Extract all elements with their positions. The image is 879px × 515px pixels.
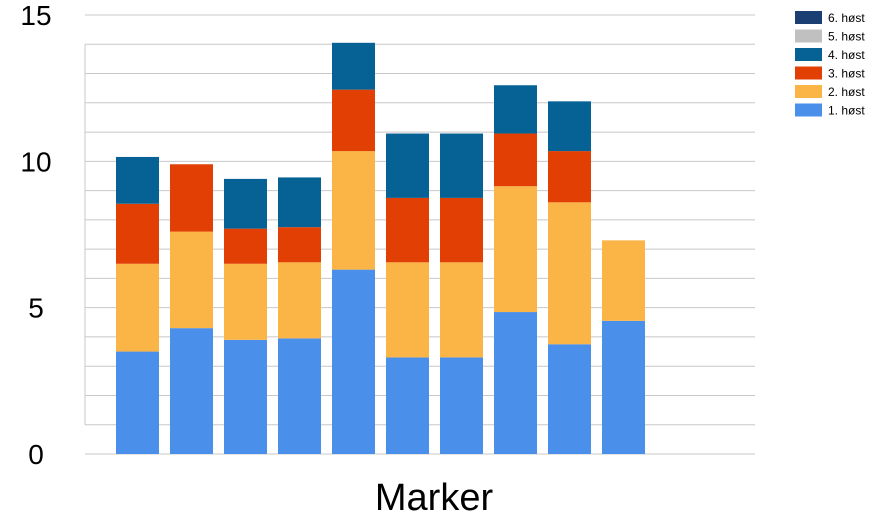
bar-segment (548, 202, 591, 345)
y-tick-label: 10 (20, 146, 51, 177)
bar-segment (116, 351, 159, 454)
y-tick-label: 5 (28, 293, 44, 324)
bar-segment (548, 101, 591, 152)
y-axis-ticks: 0 5 10 15 (20, 0, 51, 470)
bar-segment (494, 85, 537, 134)
legend-label: 3. høst (828, 67, 865, 81)
legend-label: 4. høst (828, 48, 865, 62)
bar-segment (170, 164, 213, 232)
bar-segment (494, 133, 537, 187)
bar-segment (224, 178, 267, 229)
y-tick-label: 15 (20, 0, 51, 31)
bar-segment (278, 177, 321, 228)
bar-segment (224, 228, 267, 264)
bar-segment (440, 357, 483, 454)
bar-segment (224, 263, 267, 340)
bar-segment (602, 320, 645, 454)
bar-segment (332, 151, 375, 270)
legend-label: 6. høst (828, 11, 865, 25)
bars (116, 42, 645, 454)
legend-swatch (795, 11, 822, 24)
bar-segment (332, 42, 375, 90)
bar-segment (332, 269, 375, 454)
bar-segment (440, 133, 483, 198)
x-axis-label: Marker (375, 477, 494, 515)
bar-segment (278, 338, 321, 454)
bar-segment (440, 197, 483, 263)
bar-segment (494, 186, 537, 313)
legend-label: 2. høst (828, 85, 865, 99)
bar-segment (548, 151, 591, 203)
bar-segment (602, 240, 645, 321)
legend-label: 5. høst (828, 30, 865, 44)
bar-segment (116, 156, 159, 204)
bar-segment (332, 89, 375, 152)
bar-segment (170, 328, 213, 454)
bar-segment (116, 263, 159, 352)
bar-segment (116, 203, 159, 264)
bar-segment (386, 357, 429, 454)
bar-segment (386, 133, 429, 198)
legend-swatch (795, 85, 822, 98)
bar-segment (386, 197, 429, 263)
legend: 6. høst 5. høst 4. høst 3. høst 2. høst 1. hø… (795, 11, 865, 118)
bar-segment (386, 262, 429, 358)
legend-swatch (795, 48, 822, 61)
legend-swatch (795, 66, 822, 80)
bar-segment (440, 262, 483, 358)
legend-swatch (795, 29, 822, 43)
bar-segment (170, 231, 213, 329)
bar-segment (548, 344, 591, 454)
y-tick-label: 0 (28, 439, 44, 470)
legend-swatch (795, 103, 822, 117)
bar-segment (278, 262, 321, 339)
bar-segment (494, 312, 537, 454)
bar-segment (278, 227, 321, 263)
bar-segment (224, 339, 267, 454)
legend-label: 1. høst (828, 104, 865, 118)
